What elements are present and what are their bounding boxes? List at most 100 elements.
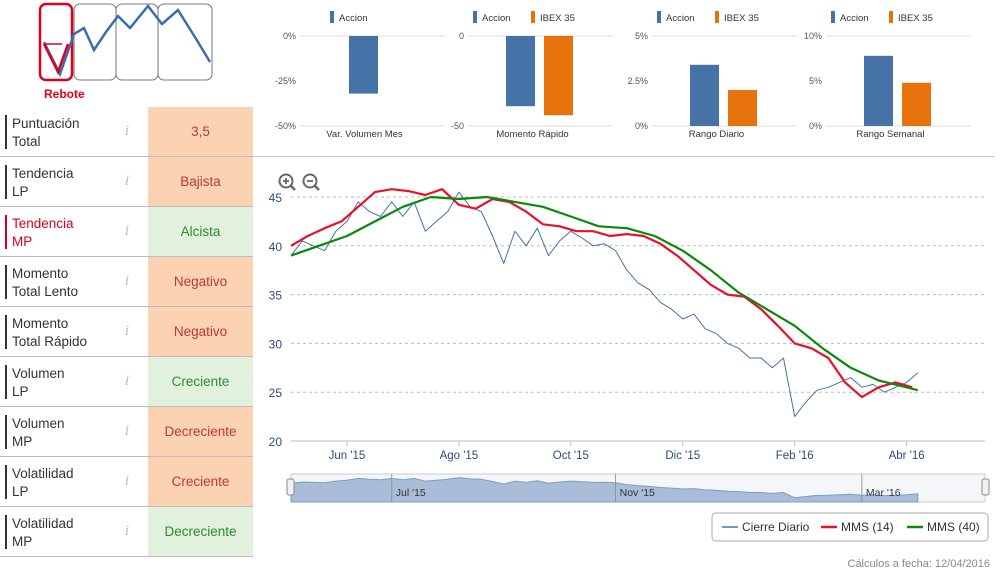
legend-label: IBEX 35 — [898, 13, 933, 24]
indicator-row: Volumen MP i Decreciente — [0, 407, 253, 457]
chart-title: Rango Semanal — [856, 129, 924, 140]
legend-swatch — [473, 11, 477, 23]
legend-label: Accion — [666, 13, 695, 24]
row-marker — [5, 465, 7, 499]
row-marker — [5, 415, 7, 449]
legend-label: MMS (14) — [841, 520, 894, 534]
y-tick-label: 35 — [269, 289, 283, 303]
zoom-out-lens — [302, 173, 318, 189]
mini-chart-1: Accion 0% -25% -50% Var. Volumen Mes — [275, 11, 445, 140]
indicator-row: Volatilidad MP i Decreciente — [0, 507, 253, 557]
indicator-value: Creciente — [148, 357, 253, 406]
info-icon[interactable]: i — [124, 373, 130, 389]
legend-label: Accion — [482, 13, 511, 24]
calc-date: Cálculos a fecha: 12/04/2016 — [847, 558, 991, 570]
legend-swatch — [715, 11, 719, 23]
legend-swatch — [531, 11, 535, 23]
indicator-label: Volumen LP — [12, 366, 65, 399]
y-tick-label: 45 — [269, 191, 283, 205]
series-mms-40- — [290, 195, 919, 392]
indicator-value: Negativo — [148, 257, 253, 306]
indicator-label: Volatilidad MP — [12, 516, 74, 549]
zoom-in-icon[interactable] — [278, 173, 296, 191]
x-tick-label: Feb '16 — [776, 450, 814, 462]
navigator-handle-right[interactable] — [981, 478, 990, 496]
legend-swatch — [831, 11, 835, 23]
bar-accion — [349, 36, 378, 94]
x-tick-label: Ago '15 — [440, 450, 479, 462]
legend-label: IBEX 35 — [540, 13, 575, 24]
mini-chart-4: Accion IBEX 35 10% 5% 0% Rango Semanal — [804, 11, 971, 140]
bar-accion — [690, 64, 719, 126]
indicator-label: Volumen MP — [12, 416, 65, 449]
y-tick-label: 25 — [269, 386, 283, 400]
row-marker — [5, 115, 7, 149]
row-marker — [5, 215, 7, 249]
info-icon[interactable]: i — [124, 223, 130, 239]
info-icon[interactable]: i — [124, 123, 130, 139]
legend-swatch — [330, 11, 334, 23]
legend-label: MMS (40) — [927, 520, 980, 534]
x-tick-label: Abr '16 — [889, 450, 925, 462]
legend-swatch — [657, 11, 661, 23]
series-mms-14- — [290, 188, 913, 399]
zoom-in-handle — [290, 185, 296, 191]
bar-ibex-35 — [728, 90, 757, 126]
info-icon[interactable]: i — [124, 473, 130, 489]
info-icon[interactable]: i — [124, 173, 130, 189]
y-tick-label: -50 — [451, 121, 464, 131]
y-tick-label: 0% — [283, 31, 296, 41]
chart-title: Momento Rápido — [496, 129, 568, 140]
y-tick-label: 0 — [459, 31, 464, 41]
navigator-series — [290, 477, 919, 503]
bar-ibex-35 — [544, 36, 573, 116]
indicator-value: Decreciente — [148, 407, 253, 456]
indicator-value: 3,5 — [148, 107, 253, 156]
row-marker — [5, 365, 7, 399]
indicator-value: Alcista — [148, 207, 253, 256]
bar-accion — [864, 55, 893, 126]
bar-ibex-35 — [902, 82, 931, 126]
indicator-value: Decreciente — [148, 507, 253, 556]
row-marker — [5, 165, 7, 199]
indicator-label: Puntuación Total — [12, 116, 80, 149]
indicator-row: Puntuación Total i 3,5 — [0, 107, 253, 157]
info-icon[interactable]: i — [124, 523, 130, 539]
logo-label: Rebote — [44, 87, 85, 101]
info-icon[interactable]: i — [124, 423, 130, 439]
info-icon[interactable]: i — [124, 273, 130, 289]
chart-legend: Cierre Diario MMS (14) MMS (40) — [711, 512, 989, 542]
zoom-in-lens — [278, 173, 294, 189]
indicator-row: Tendencia MP i Alcista — [0, 207, 253, 257]
zoom-out-icon[interactable] — [302, 173, 320, 191]
navigator-tick-label: Nov '15 — [620, 487, 655, 499]
indicator-label: Tendencia MP — [12, 216, 74, 249]
navigator-tick-label: Mar '16 — [866, 487, 901, 499]
y-tick-label: 5% — [809, 76, 822, 86]
indicator-row: Volumen LP i Creciente — [0, 357, 253, 407]
y-tick-label: 40 — [269, 240, 283, 254]
price-chart: 45 40 35 30 25 20 Jun '15 Ago '15 Oct '15 Dic '15… — [269, 173, 990, 542]
y-tick-label: 10% — [804, 31, 822, 41]
navigator-handle-left[interactable] — [286, 478, 295, 496]
indicator-label: Momento Total Rápido — [12, 316, 88, 349]
row-marker — [5, 315, 7, 349]
legend-box — [711, 512, 989, 542]
chart-title: Rango Diario — [689, 129, 744, 140]
indicator-row: Volatilidad LP i Creciente — [0, 457, 253, 507]
y-tick-label: 30 — [269, 337, 283, 351]
indicator-value: Negativo — [148, 307, 253, 356]
indicator-row: Momento Total Lento i Negativo — [0, 257, 253, 307]
y-tick-label: -25% — [275, 76, 296, 86]
y-tick-label: 5% — [635, 31, 648, 41]
x-tick-label: Jun '15 — [329, 450, 366, 462]
legend-swatch — [889, 11, 893, 23]
indicator-value: Bajista — [148, 157, 253, 206]
rebote-logo: Rebote — [38, 2, 213, 101]
indicator-row: Tendencia LP i Bajista — [0, 157, 253, 207]
legend-label: IBEX 35 — [724, 13, 759, 24]
indicator-list: Puntuación Total i 3,5 Tendencia LP i Bajista… — [0, 107, 253, 557]
info-icon[interactable]: i — [124, 323, 130, 339]
indicator-label: Tendencia LP — [12, 166, 74, 199]
x-tick-label: Dic '15 — [665, 450, 700, 462]
